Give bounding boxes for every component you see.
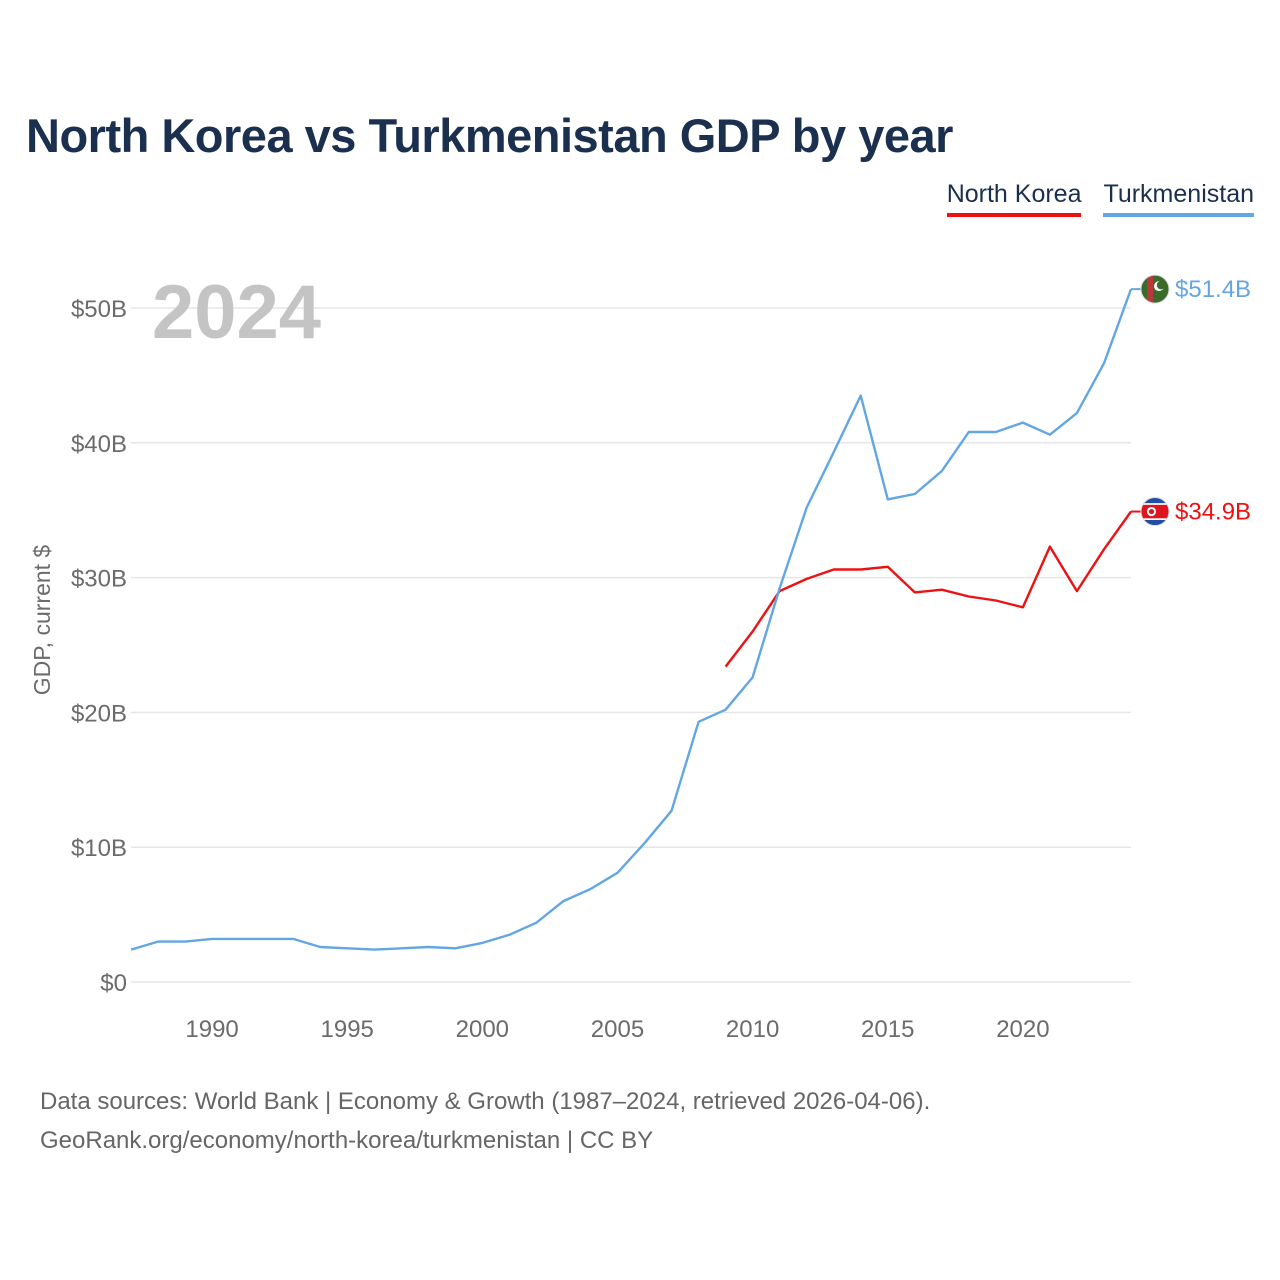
y-tick-label: $0 <box>100 970 127 997</box>
y-tick-label: $40B <box>71 431 127 458</box>
year-overlay: 2024 <box>152 270 321 355</box>
y-tick-label: $50B <box>71 296 127 323</box>
end-labels: $34.9B $51.4B <box>1131 274 1251 527</box>
axes: $0 $10B $20B $30B $40B $50B 1990 1995 2000 2005 20… <box>71 296 1050 1043</box>
x-tick-label: 2005 <box>591 1016 644 1043</box>
chart-title: North Korea vs Turkmenistan GDP by year <box>26 109 953 162</box>
x-tick-label: 2015 <box>861 1016 914 1043</box>
source-line-2[interactable]: GeoRank.org/economy/north-korea/turkmeni… <box>40 1127 654 1154</box>
north-korea-flag-icon <box>1140 497 1170 527</box>
x-tick-label: 1995 <box>321 1016 374 1043</box>
series-line-turkmenistan[interactable] <box>130 288 1133 951</box>
y-tick-label: $20B <box>71 700 127 727</box>
source-note: Data sources: World Bank | Economy & Gro… <box>40 1082 930 1160</box>
legend-item-north-korea[interactable]: North Korea <box>946 180 1082 217</box>
end-value-label: $34.9B <box>1175 499 1251 526</box>
source-line-1: Data sources: World Bank | Economy & Gro… <box>40 1088 931 1115</box>
line-chart: $0 $10B $20B $30B $40B $50B 1990 1995 2000 2005 20… <box>29 270 1251 1043</box>
y-tick-label: $10B <box>71 835 127 862</box>
series <box>130 288 1133 951</box>
legend: North Korea Turkmenistan <box>946 180 1254 217</box>
y-axis-title: GDP, current $ <box>29 545 55 696</box>
x-tick-label: 2000 <box>456 1016 509 1043</box>
x-tick-label: 2010 <box>726 1016 779 1043</box>
x-tick-label: 2020 <box>996 1016 1049 1043</box>
gridlines <box>131 307 1131 983</box>
series-line-north-korea[interactable] <box>724 510 1132 668</box>
end-value-label: $51.4B <box>1175 276 1251 303</box>
x-tick-label: 1990 <box>185 1016 238 1043</box>
turkmenistan-flag-icon <box>1140 274 1170 304</box>
legend-item-turkmenistan[interactable]: Turkmenistan <box>1103 180 1254 217</box>
y-tick-label: $30B <box>71 566 127 593</box>
